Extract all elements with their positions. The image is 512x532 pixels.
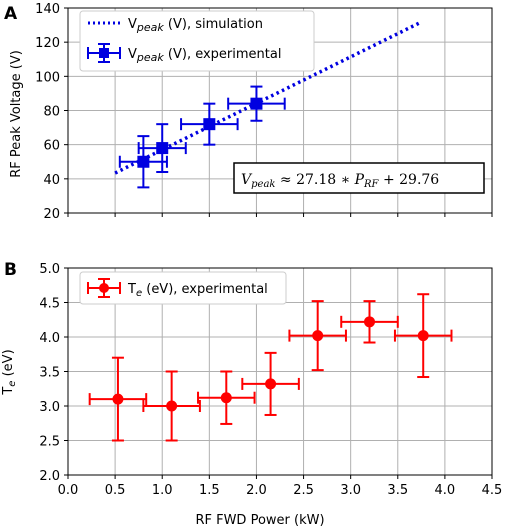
- y-tick-label: 100: [35, 70, 60, 85]
- y-tick-label: 60: [43, 139, 60, 154]
- legend-te-label: Te (eV), experimental: [127, 282, 268, 299]
- panel-b-chart: 2.0 2.5 3.0 3.5 4.0 4.5 5.0 0.0 0.5 1.0 1.5 2.0 2.5…: [1, 262, 502, 528]
- legend-te-swatch: [87, 278, 121, 298]
- data-point: [180, 102, 239, 146]
- y-tick-label: 80: [43, 105, 60, 120]
- x-tick-label: 0.5: [105, 483, 126, 498]
- panel-b-legend: Te (eV), experimental: [79, 271, 287, 305]
- y-tick-label: 40: [43, 173, 60, 188]
- data-point: [88, 356, 148, 442]
- data-point: [142, 370, 201, 442]
- x-tick-label: 0.0: [58, 483, 79, 498]
- x-tick-label: 3.5: [387, 483, 408, 498]
- panel-a-frame: [67, 7, 493, 214]
- legend-box: [79, 10, 315, 72]
- x-tick-label: 1.0: [152, 483, 173, 498]
- y-tick-label: 4.5: [39, 297, 60, 312]
- data-point: [197, 370, 256, 425]
- x-tick-label: 2.5: [293, 483, 314, 498]
- panel-b-xlabel: RF FWD Power (kW): [195, 513, 324, 528]
- x-tick-label: 4.5: [482, 483, 503, 498]
- panel-a-ylabel: RF Peak Voltage (V): [9, 50, 24, 178]
- data-point: [393, 293, 453, 379]
- y-tick-label: 2.0: [39, 469, 60, 484]
- y-tick-label: 5.0: [39, 262, 60, 277]
- y-tick-label: 20: [43, 207, 60, 222]
- y-tick-label: 3.0: [39, 400, 60, 415]
- data-point: [241, 351, 300, 416]
- y-tick-label: 120: [35, 36, 60, 51]
- y-tick-label: 2.5: [39, 435, 60, 450]
- svg-text:Vpeak ≈ 27.18 ∗ PRF + 29.76: Vpeak ≈ 27.18 ∗ PRF + 29.76: [241, 172, 439, 190]
- legend-box: [79, 271, 287, 305]
- panel-b-frame: [67, 267, 493, 476]
- data-point: [118, 135, 168, 189]
- x-tick-label: 3.0: [340, 483, 361, 498]
- data-point: [288, 300, 347, 372]
- legend-sim-label: Vpeak (V), simulation: [128, 17, 263, 34]
- y-tick-label: 3.5: [39, 366, 60, 381]
- panel-a-legend: Vpeak (V), simulation Vpeak (V), experim…: [79, 10, 315, 72]
- legend-exp-swatch: [87, 43, 121, 63]
- regression-annotation: Vpeak ≈ 27.18 ∗ PRF + 29.76: [233, 162, 485, 194]
- panel-a-chart: 20 40 60 80 100 120 140 RF Peak Voltage (V) Vp…: [9, 2, 493, 222]
- y-tick-label: 4.0: [39, 331, 60, 346]
- panel-b-letter: B: [4, 260, 17, 280]
- x-tick-label: 2.0: [246, 483, 267, 498]
- panel-b-ylabel: Te (eV): [1, 349, 18, 395]
- data-point: [137, 123, 187, 173]
- data-point: [227, 85, 286, 122]
- data-point: [340, 300, 399, 344]
- y-tick-label: 140: [35, 2, 60, 17]
- x-tick-label: 1.5: [199, 483, 220, 498]
- x-tick-label: 4.0: [435, 483, 456, 498]
- panel-a-letter: A: [4, 4, 18, 24]
- legend-exp-label: Vpeak (V), experimental: [128, 47, 281, 64]
